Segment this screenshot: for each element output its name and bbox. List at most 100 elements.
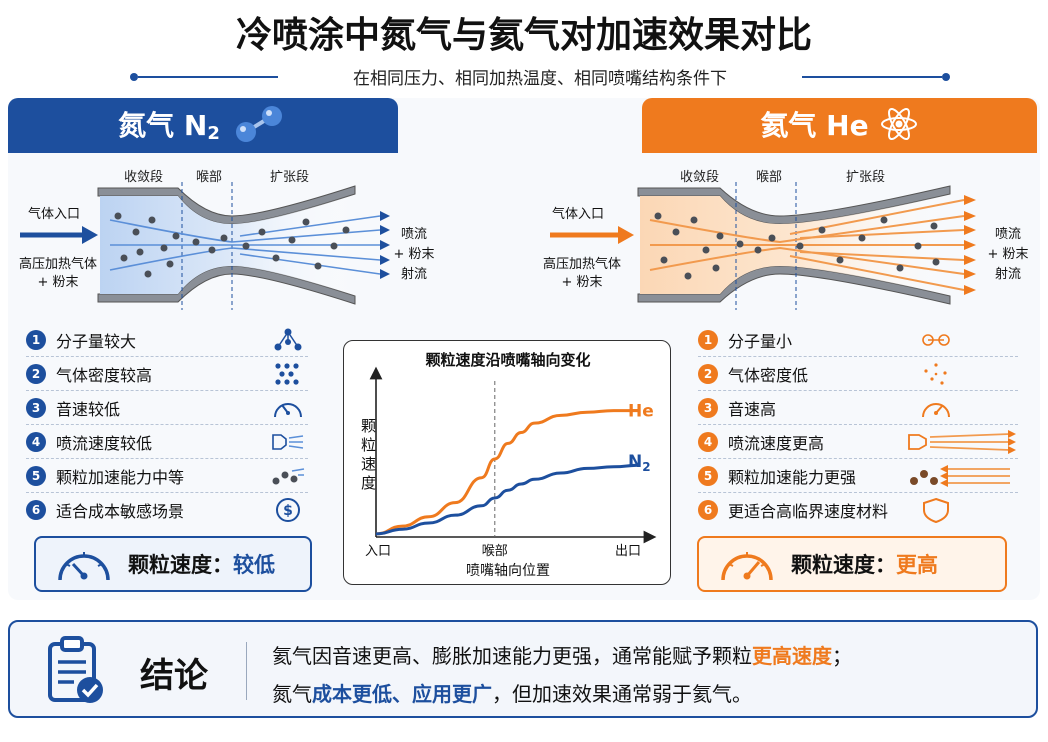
svg-text:$: $: [283, 503, 293, 519]
list-item: 2 气体密度较高: [26, 357, 308, 391]
velocity-chart-svg: 颗粒速度沿喷嘴轴向变化 颗粒速度 入口 喉部 出口 He N2 喷嘴轴向位置: [361, 351, 657, 579]
item-number: 6: [26, 500, 46, 520]
dollar-icon: $: [276, 498, 300, 522]
shield-icon: [923, 497, 949, 523]
chart-x-tick-label: 出口: [615, 544, 641, 559]
n2-section-throat: 喉部: [196, 170, 223, 185]
chart-x-tick-label: 入口: [365, 544, 391, 559]
item-text: 分子量小: [728, 331, 793, 351]
item-text: 喷流速度较低: [56, 433, 153, 453]
he-speed-label: 颗粒速度：: [791, 553, 896, 577]
n2-inlet-label: 气体入口: [27, 207, 80, 222]
velocity-chart: 颗粒速度沿喷嘴轴向变化 颗粒速度 入口 喉部 出口 He N2 喷嘴轴向位置: [343, 340, 671, 585]
item-number: 3: [26, 397, 46, 418]
item-text: 颗粒加速能力更强: [728, 467, 857, 487]
item-number: 4: [26, 431, 46, 452]
item-text: 颗粒加速能力中等: [56, 467, 185, 487]
conclusion-divider: [246, 642, 247, 700]
list-item: 3 音速较低: [26, 391, 308, 425]
n2-outlet-2: + 粉末: [393, 247, 435, 262]
subtitle: 在相同压力、相同加热温度、相同喷嘴结构条件下: [353, 69, 727, 89]
chart-x-label: 喷嘴轴向位置: [466, 563, 550, 579]
list-item: 4 喷流速度较低: [26, 425, 308, 459]
n2-speed-box: 颗粒速度：较低: [34, 536, 312, 592]
conclusion-line-2: 氮气成本更低、应用更广，但加速效果通常弱于氦气。: [272, 682, 752, 706]
subtitle-dot-right: [942, 73, 950, 81]
n2-header: 氮气 N2: [8, 98, 398, 150]
list-item: 1 分子量较大: [26, 323, 308, 357]
he-section-diverging: 扩张段: [846, 170, 886, 185]
n2-speed-value: 较低: [233, 553, 275, 577]
chart-series-line-he: [375, 409, 640, 536]
gauge-low-icon: [58, 552, 110, 581]
item-text: 音速较低: [56, 399, 121, 419]
subtitle-line-left: [138, 76, 278, 78]
subtitle-line-right: [802, 76, 942, 78]
gauge-low-icon: [274, 403, 302, 418]
list-item: 2 气体密度低: [698, 357, 1018, 391]
item-text: 音速高: [728, 399, 777, 419]
sparse-dots-icon: [924, 363, 947, 385]
n2-feed-label-1: 高压加热气体: [18, 257, 97, 272]
n2-nozzle-diagram: [20, 182, 390, 310]
he-inlet-label: 气体入口: [551, 207, 604, 222]
item-number: 1: [26, 329, 46, 350]
conclusion-line-1: 氦气因音速更高、膨胀加速能力更强，通常能赋予颗粒更高速度；: [272, 644, 852, 668]
gauge-high-icon: [721, 552, 773, 581]
he-feed-label-2: + 粉末: [561, 275, 603, 290]
item-number: 3: [698, 397, 718, 418]
item-number: 6: [698, 500, 718, 520]
dense-dots-icon: [275, 363, 299, 385]
n2-section-converging: 收敛段: [124, 170, 164, 185]
he-nozzle-diagram: [550, 182, 976, 310]
item-number: 4: [698, 431, 718, 452]
he-header-underline: [642, 150, 1037, 153]
item-number: 2: [26, 363, 46, 384]
particles-icon: [272, 468, 305, 485]
chart-series-label-n2: N2: [628, 452, 651, 474]
list-item: 5 颗粒加速能力更强: [698, 459, 1018, 493]
list-item: 3 音速高: [698, 391, 1018, 425]
chart-series-line-n2: [375, 463, 641, 536]
n2-section-diverging: 扩张段: [270, 170, 310, 185]
he-speed-box: 颗粒速度：更高: [697, 536, 1007, 592]
he-section-throat: 喉部: [756, 170, 783, 185]
subtitle-row: 在相同压力、相同加热温度、相同喷嘴结构条件下: [130, 64, 950, 90]
item-number: 1: [698, 329, 718, 350]
small-molecule-icon: [922, 334, 950, 346]
jet-slow-icon: [272, 434, 304, 450]
he-section-converging: 收敛段: [680, 170, 720, 185]
he-header-text: 氦气 He: [760, 109, 869, 142]
conclusion-label: 结论: [140, 656, 208, 696]
he-outlet-3: 射流: [994, 267, 1021, 282]
item-text: 气体密度低: [728, 365, 809, 385]
chart-title: 颗粒速度沿喷嘴轴向变化: [425, 351, 590, 369]
chart-y-label: 颗粒速度: [361, 417, 376, 492]
n2-inlet-arrow-head: [82, 226, 98, 244]
n2-header-text: 氮气 N2: [118, 109, 220, 144]
clipboard-check-icon: [48, 636, 103, 703]
page-title: 冷喷涂中氮气与氦气对加速效果对比: [235, 15, 812, 56]
particles-fast-icon: [910, 465, 1010, 487]
list-item: 4 喷流速度更高: [698, 425, 1018, 459]
he-outlet-1: 喷流: [994, 227, 1021, 242]
n2-property-list: 1 分子量较大 2 气体密度较高 3 音速较低 4 喷流速度较低 5 颗粒加速能…: [26, 323, 308, 527]
he-property-list: 1 分子量小 2 气体密度低 3 音速高 4 喷流速度更高 5 颗粒加速能力更强: [698, 323, 1018, 527]
jet-fast-icon: [908, 430, 1016, 454]
subtitle-dot-left: [130, 73, 138, 81]
item-text: 适合成本敏感场景: [56, 502, 185, 521]
list-item: 6 更适合高临界速度材料: [698, 493, 1018, 527]
item-number: 5: [698, 465, 718, 486]
n2-outlet-1: 喷流: [400, 227, 427, 242]
list-item: 1 分子量小: [698, 323, 1018, 357]
he-speed-value: 更高: [896, 553, 938, 577]
item-text: 分子量较大: [56, 331, 137, 351]
list-item: 6 适合成本敏感场景 $: [26, 493, 308, 527]
he-outlet-2: + 粉末: [987, 247, 1029, 262]
item-text: 喷流速度更高: [728, 433, 825, 453]
conclusion-box: 结论 氦气因音速更高、膨胀加速能力更强，通常能赋予颗粒更高速度； 氮气成本更低、…: [8, 620, 1038, 718]
he-header: 氦气 He: [642, 98, 1037, 150]
chart-x-tick-label: 喉部: [482, 544, 508, 559]
chart-series-label-he: He: [628, 402, 654, 422]
n2-feed-label-2: + 粉末: [37, 275, 79, 290]
